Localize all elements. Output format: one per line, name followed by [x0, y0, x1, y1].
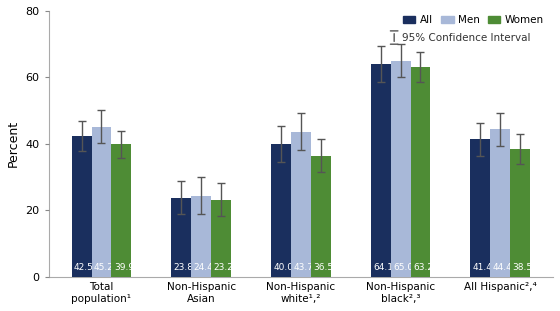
Bar: [291, 132, 311, 277]
Bar: [171, 198, 191, 277]
Text: 23.8: 23.8: [174, 263, 194, 272]
Text: 65.0: 65.0: [393, 263, 413, 272]
Legend: All, Men, Women: All, Men, Women: [399, 11, 548, 29]
Text: 23.2: 23.2: [213, 263, 234, 272]
Bar: [410, 67, 431, 277]
Text: 95% Confidence Interval: 95% Confidence Interval: [402, 33, 530, 43]
Bar: [371, 64, 390, 277]
Bar: [191, 196, 211, 277]
Bar: [271, 144, 291, 277]
Bar: [311, 156, 331, 277]
Bar: [490, 129, 510, 277]
Text: 43.7: 43.7: [293, 263, 313, 272]
Text: 44.4: 44.4: [493, 263, 512, 272]
Text: 42.5: 42.5: [74, 263, 94, 272]
Text: 36.5: 36.5: [313, 263, 333, 272]
Text: 39.9: 39.9: [114, 263, 134, 272]
Text: 24.4: 24.4: [194, 263, 213, 272]
Bar: [390, 61, 410, 277]
Text: 38.5: 38.5: [512, 263, 533, 272]
Bar: [510, 149, 530, 277]
Text: 63.2: 63.2: [413, 263, 433, 272]
Text: 41.4: 41.4: [473, 263, 493, 272]
Bar: [470, 139, 490, 277]
Text: 64.1: 64.1: [373, 263, 393, 272]
Bar: [111, 144, 132, 277]
Text: 45.2: 45.2: [94, 263, 114, 272]
Bar: [211, 200, 231, 277]
Bar: [91, 127, 111, 277]
Bar: [72, 136, 91, 277]
Y-axis label: Percent: Percent: [7, 120, 20, 168]
Text: 40.0: 40.0: [273, 263, 293, 272]
